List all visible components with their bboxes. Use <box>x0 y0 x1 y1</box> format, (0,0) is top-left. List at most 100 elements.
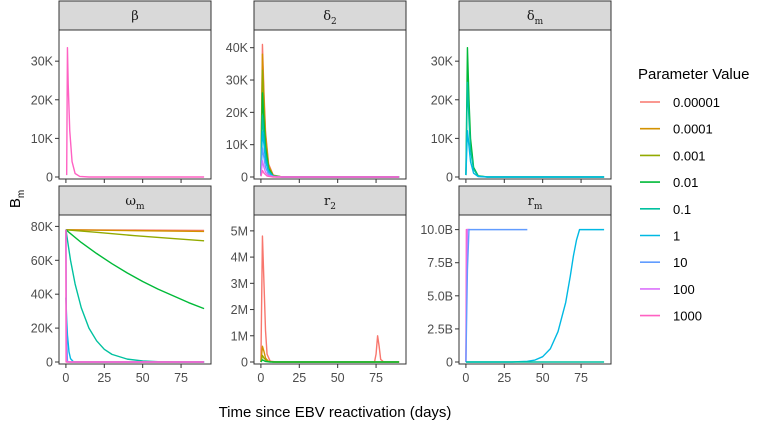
y-tick-label: 80K <box>31 220 54 234</box>
y-tick-label: 10K <box>226 138 249 152</box>
facet-strip-symbol: r <box>528 194 535 209</box>
legend-label: 0.1 <box>673 202 691 217</box>
legend-label: 100 <box>673 282 695 297</box>
legend-label: 0.01 <box>673 175 698 190</box>
y-tick-label: 30K <box>431 55 454 69</box>
facet-strip-symbol: r <box>324 194 331 209</box>
facet-panel: δm 0 10K 20K 30K <box>431 0 612 185</box>
series-line <box>260 169 400 178</box>
panel-frame <box>58 214 212 365</box>
legend-label: 0.00001 <box>673 95 720 110</box>
y-tick-label: 0 <box>46 356 53 370</box>
legend-label: 1000 <box>673 309 702 324</box>
panel-frame <box>458 29 612 180</box>
x-tick-label: 0 <box>62 371 69 385</box>
legend-item: 0.0001 <box>640 122 713 137</box>
y-axis-title: Bm <box>7 190 27 208</box>
legend-label: 0.001 <box>673 148 706 163</box>
facet-panels: β010K20K30Kδ2010K20K30K40Kδm010K20K30Kωm… <box>31 0 612 385</box>
x-tick-label: 0 <box>257 371 264 385</box>
legend-item: 1 <box>640 229 680 244</box>
facet-strip-symbol: δ <box>323 9 331 24</box>
facet-strip: r2 <box>253 185 407 216</box>
series-line <box>65 229 205 233</box>
series-line <box>465 228 528 363</box>
panel-frame <box>253 29 407 180</box>
y-tick-label: 40K <box>31 288 54 302</box>
x-tick-label: 50 <box>536 371 550 385</box>
facet-strip-subscript: 2 <box>330 202 336 212</box>
facet-strip: β <box>58 0 212 31</box>
y-tick-label: 60K <box>31 254 54 268</box>
y-tick-label: 0 <box>241 171 248 185</box>
facet-strip-label: rm <box>528 194 543 212</box>
x-tick-label: 50 <box>136 371 150 385</box>
facet-strip-subscript: 2 <box>331 17 337 27</box>
legend-item: 0.00001 <box>640 95 720 110</box>
facet-strip-subscript: m <box>535 17 544 27</box>
facet-strip-label: r2 <box>324 194 336 212</box>
panel-frame <box>58 29 212 180</box>
x-tick-label: 75 <box>174 371 188 385</box>
y-tick-label: 30K <box>31 55 54 69</box>
facet-panel: r2 0 1M 2M 3M 4M 5M 0 25 50 75 <box>231 185 407 385</box>
facet-strip-label: δm <box>527 9 544 27</box>
facet-strip: δm <box>458 0 612 31</box>
facet-strip-label: δ2 <box>323 9 337 27</box>
facet-strip-symbol: δ <box>527 9 535 24</box>
facet-strip-symbol: ω <box>125 194 136 209</box>
y-tick-label: 3M <box>231 277 248 291</box>
y-tick-label: 0 <box>241 356 248 370</box>
legend-label: 10 <box>673 255 687 270</box>
x-tick-label: 25 <box>497 371 511 385</box>
facet-strip-label: β <box>131 9 139 24</box>
x-tick-label: 50 <box>331 371 345 385</box>
panel-frame <box>253 214 407 365</box>
y-tick-label: 40K <box>226 41 249 55</box>
facet-strip: ωm <box>58 185 212 216</box>
facet-strip-background <box>58 185 212 216</box>
x-axis-title: Time since EBV reactivation (days) <box>219 404 452 421</box>
facet-strip-background <box>253 185 407 216</box>
y-tick-label: 5M <box>231 224 248 238</box>
x-tick-label: 0 <box>462 371 469 385</box>
legend-label: 0.0001 <box>673 122 713 137</box>
series-line <box>65 229 205 242</box>
legend-item: 0.01 <box>640 175 698 190</box>
facet-panel: δ2 0 10K 20K 30K 40K <box>226 0 407 185</box>
facet-panel: ωm 0 20K 40K 60K 80K 0 25 50 75 <box>31 185 212 385</box>
facet-strip-background <box>458 185 612 216</box>
facet-strip-subscript: m <box>136 202 145 212</box>
y-tick-label: 20K <box>431 93 454 107</box>
panel-frame <box>458 214 612 365</box>
y-tick-label: 0 <box>446 356 453 370</box>
y-tick-label: 20K <box>31 322 54 336</box>
y-tick-label: 10.0B <box>420 223 453 237</box>
legend-item: 0.1 <box>640 202 691 217</box>
series-line <box>65 229 205 363</box>
y-tick-label: 7.5B <box>427 256 453 270</box>
facet-strip: δ2 <box>253 0 407 31</box>
series-line <box>465 129 605 178</box>
series-line <box>260 359 400 363</box>
facet-strip-symbol: β <box>131 9 139 24</box>
facet-strip-background <box>458 0 612 31</box>
legend-item: 1000 <box>640 309 702 324</box>
y-tick-label: 10K <box>431 132 454 146</box>
y-tick-label: 0 <box>46 171 53 185</box>
series-line <box>65 46 205 178</box>
y-tick-label: 2M <box>231 303 248 317</box>
legend-title: Parameter Value <box>638 66 749 83</box>
y-tick-label: 2.5B <box>427 322 453 336</box>
y-tick-label: 5.0B <box>427 289 453 303</box>
legend-item: 10 <box>640 255 687 270</box>
y-tick-label: 30K <box>226 74 249 88</box>
x-tick-label: 75 <box>574 371 588 385</box>
x-tick-label: 25 <box>97 371 111 385</box>
legend-item: 100 <box>640 282 695 297</box>
y-tick-label: 20K <box>31 93 54 107</box>
facet-strip: rm <box>458 185 612 216</box>
facet-strip-subscript: m <box>534 202 543 212</box>
facet-strip-label: ωm <box>125 194 145 212</box>
x-tick-label: 75 <box>369 371 383 385</box>
